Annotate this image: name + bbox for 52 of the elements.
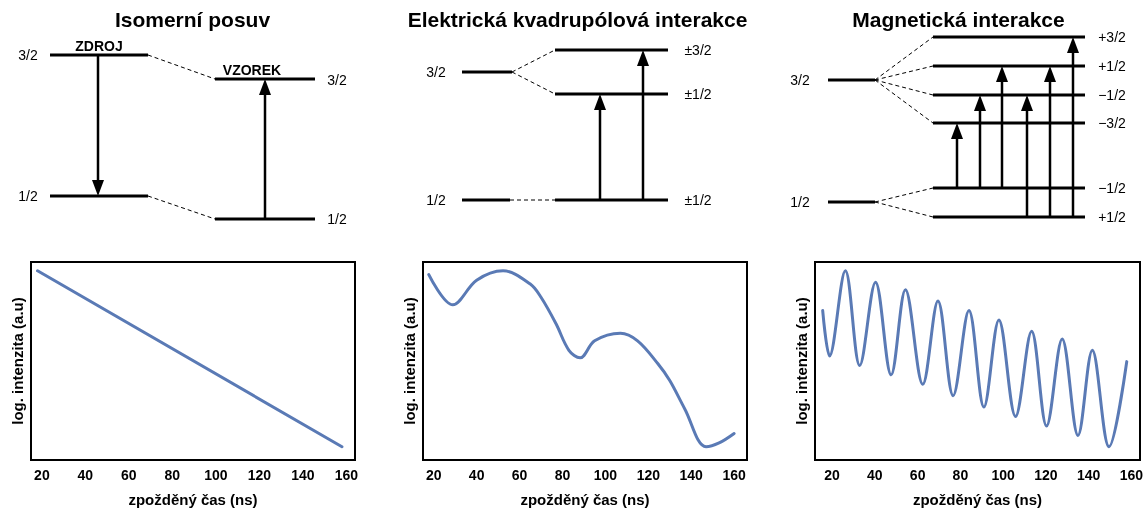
x-tick-label: 80 bbox=[554, 467, 571, 483]
x-tick-label: 140 bbox=[291, 467, 315, 483]
text: ±1/2 bbox=[684, 192, 712, 208]
x-tick-label: 40 bbox=[867, 467, 883, 483]
x-tick-label: 160 bbox=[334, 467, 359, 483]
chart-title: Isomerní posuv bbox=[114, 8, 271, 31]
x-axis-title: zpožděný čas (ns) bbox=[912, 491, 1043, 508]
text: −3/2 bbox=[1098, 115, 1127, 131]
x-tick-label: 160 bbox=[722, 467, 747, 483]
x-tick-label: 60 bbox=[909, 467, 926, 483]
text: −1/2 bbox=[1098, 87, 1127, 103]
x-tick-label: 100 bbox=[991, 467, 1016, 483]
x-tick-label: 100 bbox=[204, 467, 228, 483]
x-tick-label: 140 bbox=[1077, 467, 1101, 483]
x-tick-label: 120 bbox=[636, 467, 661, 483]
text: 3/2 bbox=[790, 72, 810, 88]
text: ±3/2 bbox=[684, 42, 712, 58]
y-axis-title: log. intenzita (a.u) bbox=[400, 297, 418, 425]
text: +1/2 bbox=[1098, 58, 1127, 74]
x-tick-label: 60 bbox=[121, 467, 137, 483]
x-tick-label: 20 bbox=[824, 467, 841, 483]
x-tick-label: 140 bbox=[679, 467, 704, 483]
x-axis-title: zpožděný čas (ns) bbox=[128, 491, 258, 508]
x-tick-label: 120 bbox=[247, 467, 272, 483]
x-tick-label: 160 bbox=[1119, 467, 1144, 483]
x-tick-label: 20 bbox=[425, 467, 442, 483]
text: ZDROJ bbox=[75, 38, 123, 54]
x-tick-label: 20 bbox=[34, 467, 50, 483]
x-tick-label: 80 bbox=[164, 467, 181, 483]
text: 1/2 bbox=[426, 192, 446, 208]
x-tick-label: 100 bbox=[593, 467, 618, 483]
text: +1/2 bbox=[1098, 209, 1127, 225]
y-axis-title: log. intenzita (a.u) bbox=[8, 297, 26, 425]
x-axis-title: zpožděný čas (ns) bbox=[520, 491, 650, 508]
text: VZOREK bbox=[222, 62, 282, 78]
text: 3/2 bbox=[18, 47, 38, 63]
text: 1/2 bbox=[790, 194, 810, 210]
x-tick-label: 120 bbox=[1034, 467, 1058, 483]
text: ±1/2 bbox=[684, 86, 712, 102]
x-tick-label: 80 bbox=[952, 467, 969, 483]
x-tick-label: 40 bbox=[77, 467, 94, 483]
y-axis-title: log. intenzita (a.u) bbox=[792, 297, 810, 425]
chart-title: Elektrická kvadrupólová interakce bbox=[407, 8, 748, 31]
x-tick-label: 60 bbox=[511, 467, 528, 483]
text: −1/2 bbox=[1098, 180, 1127, 196]
text: 3/2 bbox=[426, 64, 446, 80]
text: +3/2 bbox=[1098, 29, 1127, 45]
text: 1/2 bbox=[327, 211, 347, 227]
chart-title: Magnetická interakce bbox=[852, 8, 1065, 31]
x-tick-label: 40 bbox=[468, 467, 485, 483]
text: 3/2 bbox=[327, 72, 347, 88]
text: 1/2 bbox=[18, 188, 38, 204]
